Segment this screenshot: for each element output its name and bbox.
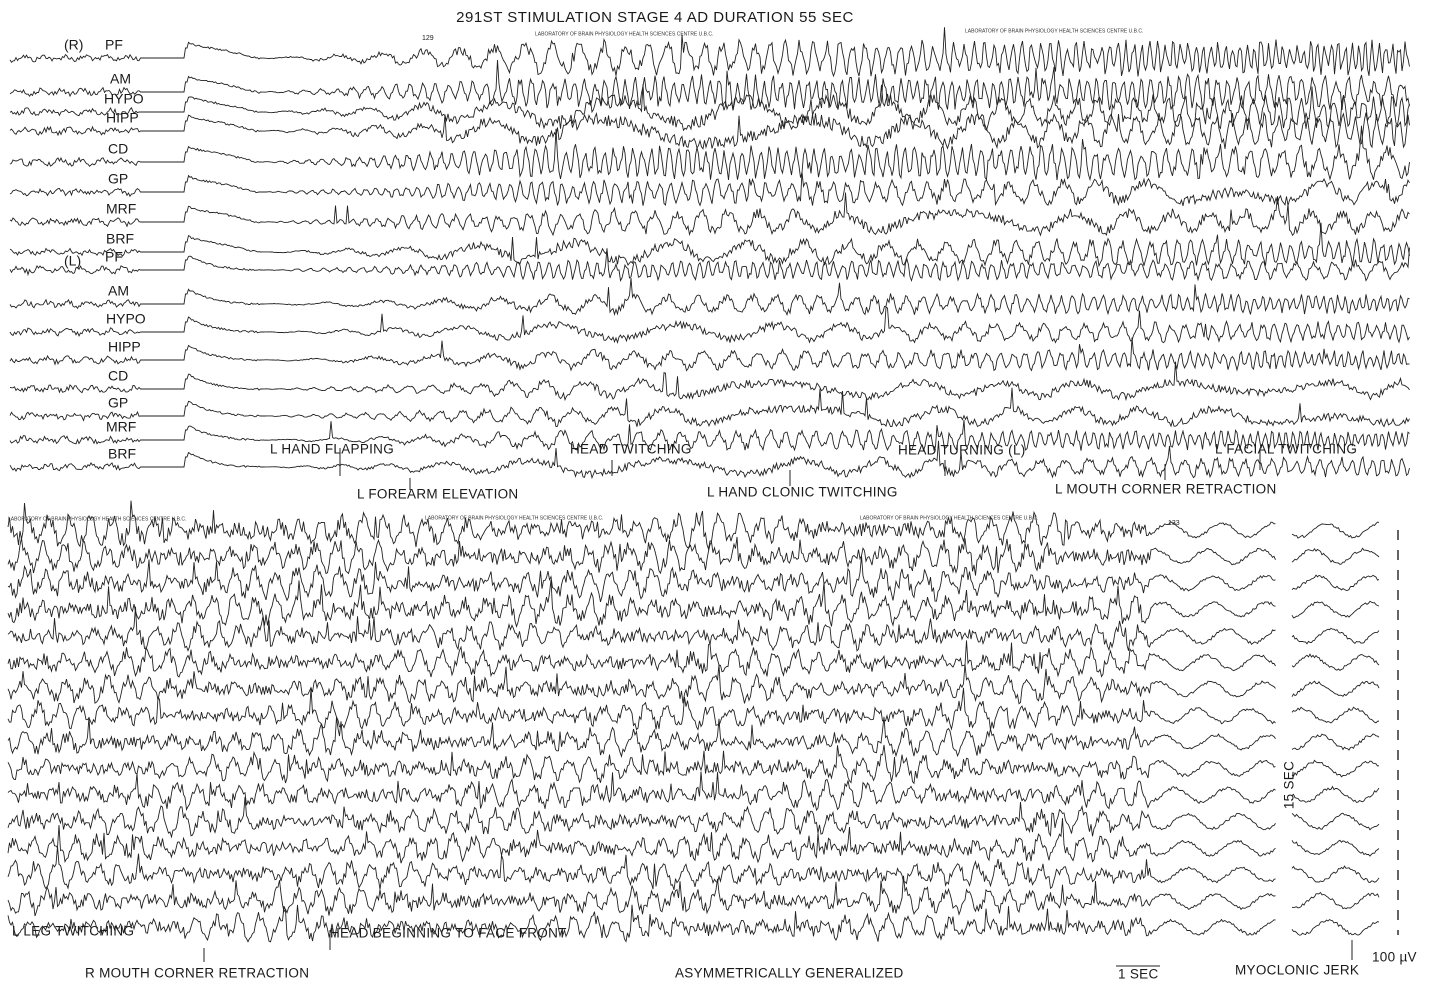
event-ticks xyxy=(204,448,1260,962)
event-label: L FACIAL TWITCHING xyxy=(1215,442,1357,457)
eeg-trace xyxy=(8,688,1379,730)
hemisphere-label: (L) xyxy=(64,253,81,269)
voltage-scale-label: 100 µV xyxy=(1372,950,1417,965)
channel-label: BRF xyxy=(108,446,136,462)
event-label: R MOUTH CORNER RETRACTION xyxy=(85,966,309,981)
eeg-trace xyxy=(8,580,1379,627)
channel-label: HYPO xyxy=(106,311,146,327)
channel-label: PF xyxy=(105,37,123,53)
eeg-trace xyxy=(8,797,1379,837)
eeg-trace xyxy=(8,905,1379,942)
channel-label: AM xyxy=(110,71,131,87)
title: 291ST STIMULATION STAGE 4 AD DURATION 55… xyxy=(456,9,854,26)
page: {"title": "291ST STIMULATION STAGE 4 AD … xyxy=(0,0,1432,982)
channel-label: GP xyxy=(108,171,128,187)
eeg-trace xyxy=(8,772,1379,811)
eeg-trace xyxy=(10,307,1410,343)
stamp: LABORATORY OF BRAIN PHYSIOLOGY HEALTH SC… xyxy=(8,516,186,522)
eeg-trace xyxy=(10,278,1410,315)
eeg-trace xyxy=(8,640,1379,677)
page-number: 133 xyxy=(1168,520,1180,527)
event-label: L HAND CLONIC TWITCHING xyxy=(707,485,898,500)
stamp: LABORATORY OF BRAIN PHYSIOLOGY HEALTH SC… xyxy=(535,31,713,37)
eeg-trace xyxy=(10,126,1410,180)
eeg-trace xyxy=(10,388,1410,427)
channel-label: MRF xyxy=(106,419,136,435)
event-label: HEAD TWITCHING xyxy=(570,442,692,457)
channel-label: HYPO xyxy=(104,91,144,107)
eeg-trace xyxy=(10,84,1410,130)
time-scale-label: 1 SEC xyxy=(1118,967,1159,982)
eeg-trace xyxy=(10,223,1410,266)
eeg-trace xyxy=(8,607,1379,651)
eeg-trace xyxy=(8,556,1379,602)
channel-label: PF xyxy=(105,249,123,265)
channel-label: HIPP xyxy=(108,339,141,355)
eeg-trace xyxy=(10,248,1410,281)
event-label: HEAD TURNING (L) xyxy=(898,443,1026,458)
event-label: HEAD BEGINNING TO FACE FRONT xyxy=(330,926,567,941)
eeg-trace xyxy=(10,338,1410,371)
channel-label: HIPP xyxy=(106,110,139,126)
channel-label: BRF xyxy=(106,231,134,247)
channel-label: CD xyxy=(108,141,128,157)
channel-label: GP xyxy=(108,395,128,411)
event-label: L LEG TWITCHING xyxy=(12,924,134,939)
stamp: LABORATORY OF BRAIN PHYSIOLOGY HEALTH SC… xyxy=(860,515,1038,521)
event-label: L HAND FLAPPING xyxy=(270,442,394,457)
eeg-trace xyxy=(8,846,1379,890)
event-label: ASYMMETRICALLY GENERALIZED xyxy=(675,966,904,981)
channel-label: MRF xyxy=(106,201,136,217)
eeg-trace xyxy=(8,717,1379,757)
eeg-trace xyxy=(10,113,1410,149)
stamp: LABORATORY OF BRAIN PHYSIOLOGY HEALTH SC… xyxy=(965,28,1143,34)
channel-label: CD xyxy=(108,368,128,384)
eeg-trace xyxy=(10,60,1410,110)
event-label: MYOCLONIC JERK xyxy=(1235,963,1359,978)
eeg-trace xyxy=(8,745,1379,783)
eeg-trace xyxy=(8,664,1379,704)
event-label: L FOREARM ELEVATION xyxy=(357,487,518,502)
hemisphere-label: (R) xyxy=(64,37,83,53)
stamp: LABORATORY OF BRAIN PHYSIOLOGY HEALTH SC… xyxy=(425,515,603,521)
eeg-trace xyxy=(10,362,1410,400)
page-number: 129 xyxy=(422,35,434,42)
eeg-figure: BRF MRF GP CD HIPP HYPO AM PF BRF MRF GP CD HIPP HYPO… xyxy=(0,0,1432,982)
gap-label: 15 SEC xyxy=(1282,761,1297,809)
event-label: L MOUTH CORNER RETRACTION xyxy=(1055,482,1277,497)
channel-label: AM xyxy=(108,283,129,299)
